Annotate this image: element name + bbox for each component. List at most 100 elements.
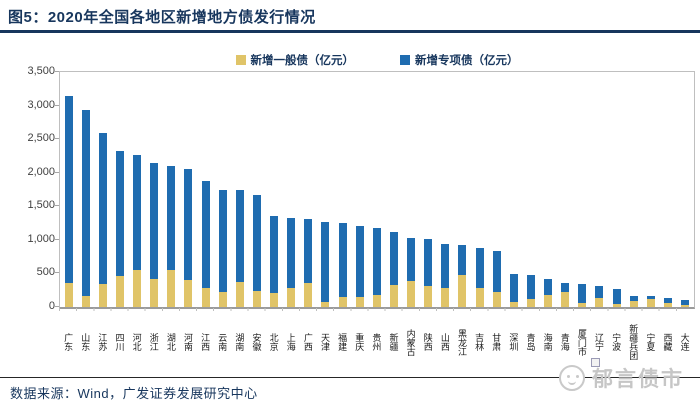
bar-segment-general — [133, 270, 142, 307]
bar-segment-special — [98, 133, 107, 284]
footer-divider — [0, 377, 700, 378]
bar-segment-special — [252, 194, 261, 291]
bar-segment-special — [526, 274, 535, 300]
x-axis-label: 黑龙江 — [457, 328, 467, 356]
x-axis-label: 北京 — [268, 333, 279, 351]
bar-segment-special — [64, 96, 73, 284]
y-axis-tick-mark — [55, 138, 59, 140]
bar-北京 — [266, 72, 283, 307]
bar-segment-general — [150, 279, 159, 307]
bar-series-container — [60, 72, 694, 307]
y-axis-tick-label: 3,000 — [27, 98, 55, 111]
x-axis-label: 新疆兵团 — [628, 324, 639, 360]
bar-segment-general — [544, 294, 553, 307]
bar-segment-general — [81, 295, 90, 307]
bar-segment-special — [150, 162, 159, 280]
bar-segment-general — [64, 283, 73, 307]
bar-segment-special — [133, 154, 142, 271]
bar-广西 — [300, 72, 317, 307]
bar-segment-general — [526, 299, 535, 307]
bar-segment-special — [544, 279, 553, 295]
bar-segment-special — [663, 298, 672, 304]
bar-segment-general — [492, 292, 501, 307]
x-axis-label: 河北 — [131, 333, 142, 351]
bar-segment-general — [98, 283, 107, 307]
x-axis-label: 大连 — [679, 333, 690, 351]
x-axis-label: 河南 — [183, 333, 193, 351]
bar-segment-special — [321, 222, 330, 302]
bar-山西 — [437, 72, 454, 307]
x-axis-label: 吉林 — [474, 333, 485, 351]
bar-青岛 — [522, 72, 539, 307]
bar-segment-special — [492, 251, 501, 293]
x-axis-label: 湖北 — [165, 333, 176, 351]
bar-segment-general — [235, 281, 244, 307]
bar-segment-general — [321, 301, 330, 307]
x-axis-label: 海南 — [542, 333, 553, 351]
bar-segment-general — [561, 292, 570, 307]
bar-segment-general — [355, 296, 364, 307]
bar-海南 — [540, 72, 557, 307]
bar-segment-special — [629, 295, 638, 302]
bar-segment-special — [389, 232, 398, 285]
x-axis-label: 广东 — [63, 333, 74, 351]
bar-厦门市 — [574, 72, 591, 307]
data-source-note: 数据来源：Wind，广发证券发展研究中心 — [10, 386, 258, 401]
y-axis-tick-mark — [55, 104, 59, 106]
bar-segment-general — [338, 296, 347, 307]
bar-segment-general — [115, 276, 124, 307]
x-axis-label: 四川 — [114, 333, 125, 351]
bar-segment-special — [184, 169, 193, 280]
bar-湖南 — [231, 72, 248, 307]
bar-segment-special — [407, 237, 416, 281]
bar-segment-special — [595, 285, 604, 299]
x-axis-label: 天津 — [320, 333, 330, 351]
legend-swatch-special — [400, 55, 410, 65]
watermark-face-logo-icon — [559, 365, 585, 391]
y-axis-tick-mark — [55, 205, 59, 207]
x-axis-label: 江西 — [200, 333, 211, 351]
bar-segment-general — [304, 283, 313, 307]
bar-segment-special — [578, 284, 587, 304]
bar-segment-general — [424, 286, 433, 307]
bar-segment-general — [578, 303, 587, 307]
legend-swatch-general — [235, 55, 246, 65]
bar-segment-general — [407, 280, 416, 307]
bar-segment-general — [612, 304, 621, 307]
bar-segment-special — [612, 289, 621, 305]
legend-item-general: 新增一般债（亿元） — [235, 52, 354, 68]
bar-四川 — [111, 72, 128, 307]
bar-河北 — [129, 72, 146, 307]
bar-segment-general — [389, 284, 398, 307]
bar-湖北 — [163, 72, 180, 307]
x-axis-label: 深圳 — [508, 333, 519, 351]
x-axis-label: 湖南 — [234, 333, 245, 351]
bar-segment-general — [184, 279, 193, 307]
bar-山东 — [77, 72, 94, 307]
bar-segment-special — [509, 273, 518, 302]
bar-吉林 — [471, 72, 488, 307]
x-axis-label: 西藏 — [662, 333, 673, 351]
bar-segment-special — [270, 216, 279, 293]
bar-新疆兵团 — [625, 72, 642, 307]
bar-辽宁 — [591, 72, 608, 307]
x-axis-label: 广西 — [302, 333, 313, 351]
bar-segment-general — [458, 275, 467, 307]
y-axis-tick-mark — [55, 71, 59, 72]
bar-segment-general — [372, 294, 381, 307]
bar-陕西 — [420, 72, 437, 307]
y-axis-tick-mark — [55, 272, 59, 274]
bar-宁波 — [608, 72, 625, 307]
bar-青海 — [557, 72, 574, 307]
bar-天津 — [317, 72, 334, 307]
x-axis-label: 山西 — [439, 333, 450, 351]
bar-福建 — [334, 72, 351, 307]
x-axis-label: 厦门市 — [576, 328, 587, 356]
bar-segment-special — [218, 189, 227, 292]
bar-segment-special — [115, 150, 124, 277]
bar-上海 — [283, 72, 300, 307]
x-axis-label: 青海 — [559, 333, 570, 351]
bar-segment-general — [475, 288, 484, 307]
bar-segment-special — [441, 243, 450, 288]
legend-label-special: 新增专项债（亿元） — [415, 55, 519, 67]
